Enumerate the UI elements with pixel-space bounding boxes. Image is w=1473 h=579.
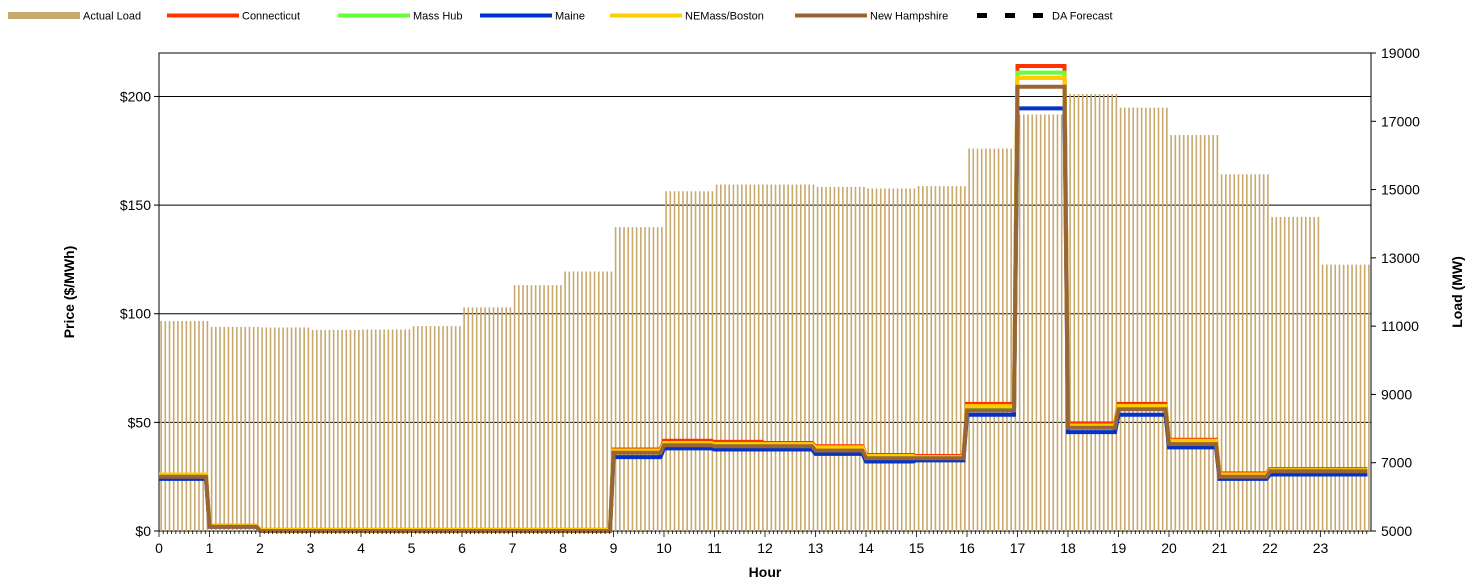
legend-item: Mass Hub	[338, 11, 463, 23]
x-tick-label: 23	[1313, 540, 1329, 556]
y-axis-right-title: Load (MW)	[1449, 256, 1465, 328]
y-axis-left-title: Price ($/MWh)	[61, 246, 77, 339]
x-tick-label: 8	[559, 540, 567, 556]
y-right-tick-label: 15000	[1381, 182, 1420, 198]
price-lines	[159, 64, 1368, 533]
y-right-tick-label: 13000	[1381, 250, 1420, 266]
legend-item: Connecticut	[167, 11, 300, 23]
x-tick-label: 9	[610, 540, 618, 556]
x-tick-label: 0	[155, 540, 163, 556]
legend-label: Connecticut	[242, 11, 300, 23]
x-tick-label: 7	[509, 540, 517, 556]
axes: $0 $50 $100 $150 $200 5000 7000 9000 11000 13000 1…	[120, 45, 1420, 556]
y-right-tick-label: 17000	[1381, 113, 1420, 129]
x-tick-label: 12	[757, 540, 773, 556]
x-tick-label: 10	[656, 540, 672, 556]
y-right-tick-label: 7000	[1381, 455, 1412, 471]
y-left-tick-label: $150	[120, 197, 151, 213]
x-tick-label: 21	[1212, 540, 1228, 556]
legend-label: Mass Hub	[413, 11, 463, 23]
legend-label: NEMass/Boston	[685, 11, 764, 23]
x-tick-label: 17	[1010, 540, 1026, 556]
y-left-tick-label: $50	[128, 414, 152, 430]
y-left-tick-label: $0	[135, 523, 151, 539]
x-tick-label: 1	[206, 540, 214, 556]
legend-item: Maine	[480, 11, 585, 23]
legend-label: New Hampshire	[870, 11, 948, 23]
legend: Actual Load Connecticut Mass Hub Maine NEMas…	[8, 11, 1113, 23]
gridlines	[159, 95, 1371, 423]
plot-area	[158, 52, 1372, 532]
x-tick-label: 6	[458, 540, 466, 556]
y-left-tick-label: $200	[120, 88, 151, 104]
legend-item: DA Forecast	[977, 11, 1113, 23]
legend-item: Actual Load	[8, 11, 141, 23]
y-left-tick-label: $100	[120, 306, 151, 322]
load-bars	[160, 93, 1370, 531]
x-tick-label: 13	[808, 540, 824, 556]
x-tick-label: 14	[858, 540, 874, 556]
legend-label: Maine	[555, 11, 585, 23]
x-tick-label: 4	[357, 540, 365, 556]
x-tick-label: 22	[1262, 540, 1278, 556]
x-tick-label: 15	[909, 540, 925, 556]
legend-label: DA Forecast	[1052, 11, 1113, 23]
x-tick-label: 20	[1161, 540, 1177, 556]
x-tick-label: 3	[307, 540, 315, 556]
x-axis-title: Hour	[749, 564, 782, 579]
x-tick-label: 2	[256, 540, 264, 556]
y-right-tick-label: 11000	[1381, 318, 1419, 334]
x-tick-label: 11	[707, 540, 722, 556]
legend-swatch	[8, 12, 80, 19]
y-right-tick-label: 19000	[1381, 45, 1420, 61]
series-line-new-hampshire	[159, 84, 1368, 533]
x-tick-label: 19	[1111, 540, 1127, 556]
y-right-tick-label: 9000	[1381, 386, 1412, 402]
legend-label: Actual Load	[83, 11, 141, 23]
x-tick-label: 16	[959, 540, 975, 556]
x-tick-label: 18	[1060, 540, 1076, 556]
x-tick-label: 5	[408, 540, 416, 556]
legend-item: NEMass/Boston	[610, 11, 764, 23]
y-right-tick-label: 5000	[1381, 523, 1412, 539]
legend-item: New Hampshire	[795, 11, 948, 23]
